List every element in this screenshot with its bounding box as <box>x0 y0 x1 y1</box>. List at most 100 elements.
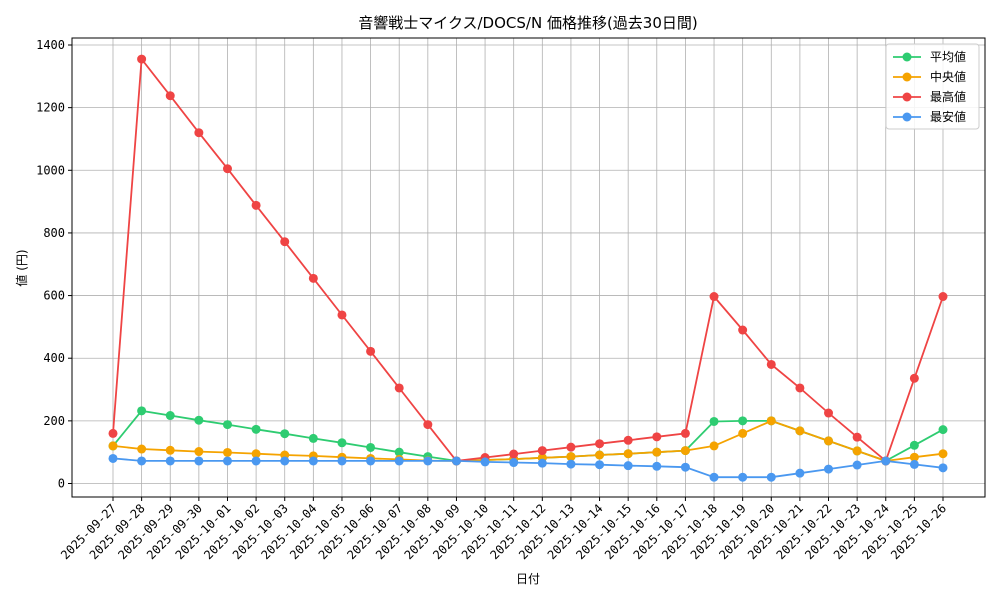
y-axis-label: 値 (円) <box>14 249 29 286</box>
data-point-marker <box>480 457 490 467</box>
data-point-marker <box>909 452 919 462</box>
data-point-marker <box>366 442 376 452</box>
legend-item-3: 最安値 <box>893 109 966 124</box>
data-point-marker <box>165 91 175 101</box>
series-line <box>112 457 944 479</box>
data-point-marker <box>394 456 404 466</box>
data-point-marker <box>337 310 347 320</box>
data-point-marker <box>222 164 232 174</box>
data-point-marker <box>108 441 118 451</box>
data-point-marker <box>137 54 147 64</box>
data-point-marker <box>824 464 834 474</box>
data-point-marker <box>623 435 633 445</box>
data-point-marker <box>623 461 633 471</box>
y-tick-label: 600 <box>43 289 65 303</box>
series-1 <box>108 416 948 466</box>
data-point-marker <box>824 436 834 446</box>
data-point-marker <box>852 446 862 456</box>
data-point-marker <box>423 420 433 430</box>
legend-marker-icon <box>902 52 912 62</box>
data-point-marker <box>566 459 576 469</box>
y-tick-label: 1000 <box>36 163 65 177</box>
data-point-marker <box>108 428 118 438</box>
data-point-marker <box>595 439 605 449</box>
x-axis-label: 日付 <box>516 572 540 586</box>
data-point-marker <box>852 432 862 442</box>
data-point-marker <box>566 442 576 452</box>
data-point-marker <box>795 426 805 436</box>
data-point-marker <box>137 456 147 466</box>
data-point-marker <box>909 459 919 469</box>
data-point-marker <box>680 428 690 438</box>
data-point-marker <box>194 447 204 457</box>
y-tick-label: 200 <box>43 414 65 428</box>
data-point-marker <box>680 446 690 456</box>
data-point-marker <box>852 460 862 470</box>
data-point-marker <box>709 416 719 426</box>
data-point-marker <box>652 461 662 471</box>
data-point-marker <box>251 200 261 210</box>
data-point-marker <box>909 440 919 450</box>
data-point-marker <box>938 463 948 473</box>
series-0 <box>108 406 948 466</box>
y-tick-label: 0 <box>58 477 65 491</box>
data-point-marker <box>222 447 232 457</box>
plot-area-frame <box>71 37 986 498</box>
legend-marker-icon <box>902 72 912 82</box>
data-point-marker <box>709 292 719 302</box>
data-point-marker <box>738 416 748 426</box>
data-point-marker <box>394 383 404 393</box>
data-point-marker <box>881 456 891 466</box>
data-point-marker <box>165 456 175 466</box>
data-point-marker <box>652 447 662 457</box>
data-point-marker <box>165 445 175 455</box>
data-point-marker <box>394 447 404 457</box>
data-point-marker <box>709 441 719 451</box>
data-point-marker <box>165 411 175 421</box>
series-3 <box>108 453 948 482</box>
legend-item-0: 平均値 <box>893 49 966 64</box>
legend-label: 最高値 <box>930 89 966 104</box>
data-point-marker <box>595 460 605 470</box>
data-point-marker <box>566 452 576 462</box>
data-series <box>108 54 948 482</box>
data-point-marker <box>623 449 633 459</box>
data-point-marker <box>280 237 290 247</box>
y-tick-label: 1400 <box>36 38 65 52</box>
data-point-marker <box>451 456 461 466</box>
x-axis-ticks: 2025-09-272025-09-282025-09-292025-09-30… <box>58 497 949 562</box>
data-point-marker <box>108 453 118 463</box>
data-point-marker <box>738 428 748 438</box>
data-point-marker <box>766 472 776 482</box>
legend-item-2: 最高値 <box>893 89 966 104</box>
data-point-marker <box>738 325 748 335</box>
data-point-marker <box>251 449 261 459</box>
data-point-marker <box>280 456 290 466</box>
legend-box <box>885 43 980 130</box>
data-point-marker <box>222 420 232 430</box>
data-point-marker <box>680 462 690 472</box>
data-point-marker <box>251 456 261 466</box>
series-line <box>112 56 944 463</box>
data-point-marker <box>509 458 519 468</box>
data-point-marker <box>308 456 318 466</box>
chart-title: 音響戦士マイクス/DOCS/N 価格推移(過去30日間) <box>358 14 698 32</box>
data-point-marker <box>222 456 232 466</box>
data-point-marker <box>194 128 204 138</box>
data-point-marker <box>766 416 776 426</box>
data-point-marker <box>795 383 805 393</box>
y-tick-label: 800 <box>43 226 65 240</box>
y-tick-label: 1200 <box>36 101 65 115</box>
data-point-marker <box>308 273 318 283</box>
legend-label: 平均値 <box>930 49 966 64</box>
data-point-marker <box>938 449 948 459</box>
data-point-marker <box>251 424 261 434</box>
data-point-marker <box>938 425 948 435</box>
data-point-marker <box>509 449 519 459</box>
data-point-marker <box>938 292 948 302</box>
legend-item-1: 中央値 <box>893 69 966 84</box>
data-point-marker <box>194 415 204 425</box>
